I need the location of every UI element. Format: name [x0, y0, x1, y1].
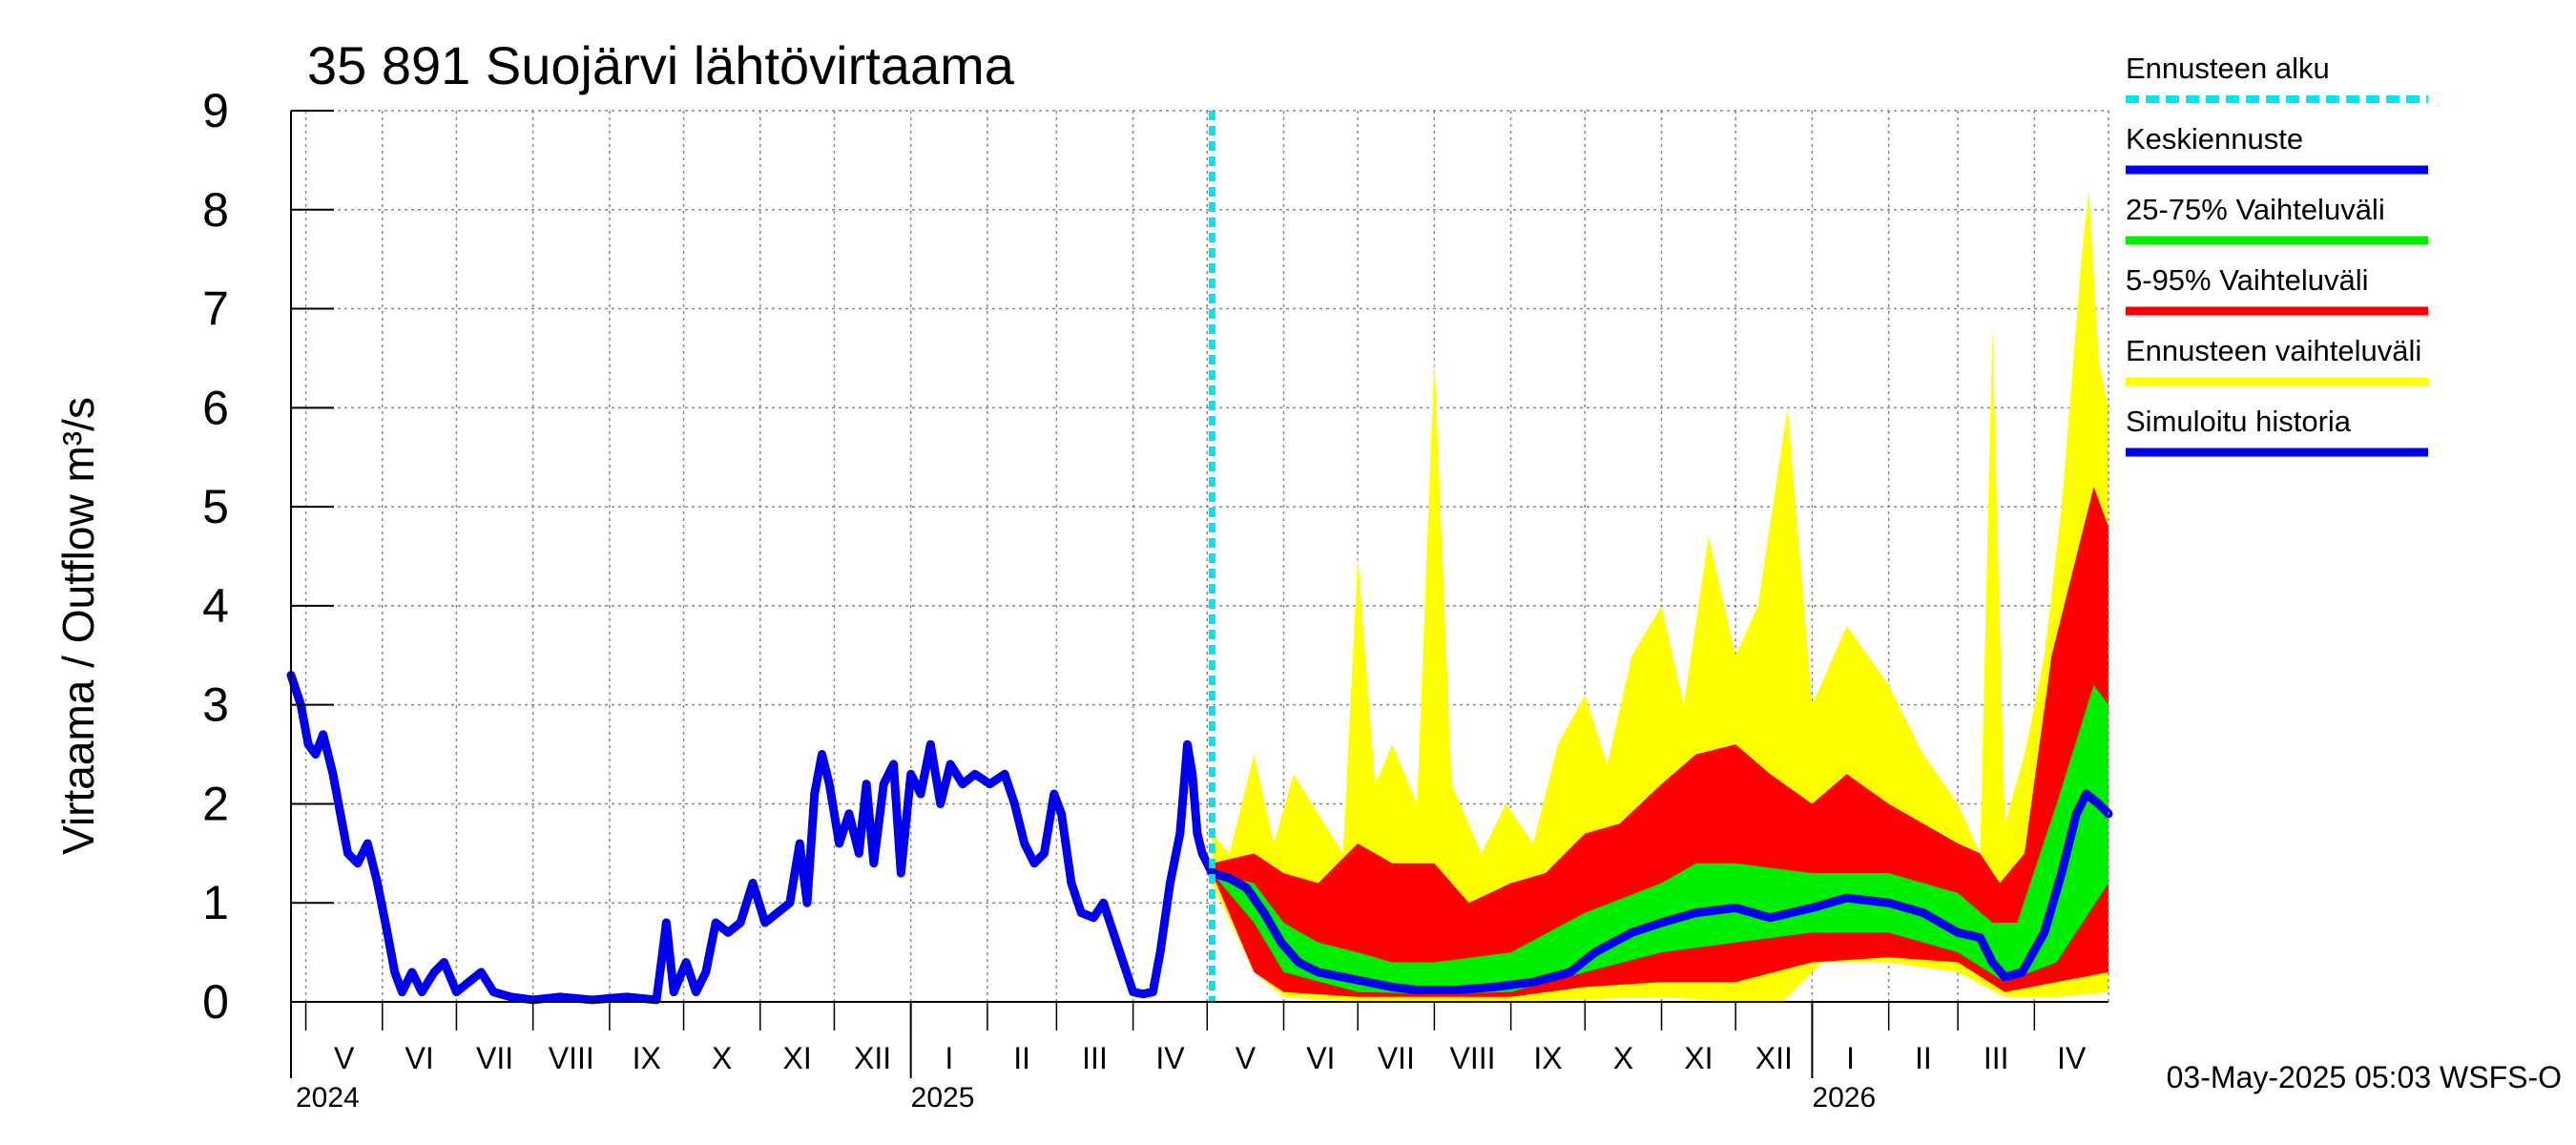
y-tick-label-2: 2	[202, 777, 229, 830]
y-axis-label: Virtaama / Outflow m³/s	[53, 397, 103, 855]
x-axis: V VI VII VIII IX X XI XII I II III IV V VI VII VIII IX X X…	[290, 1002, 2087, 1114]
forecast-range-area	[1212, 190, 2109, 1002]
month-label-6: XI	[782, 1041, 811, 1075]
plot-frame	[290, 110, 2109, 1003]
month-label-18: XI	[1684, 1041, 1713, 1075]
history-line	[286, 671, 1216, 1005]
month-label-9: II	[1013, 1041, 1030, 1075]
month-label-10: III	[1082, 1041, 1108, 1075]
y-tick-label-1: 1	[202, 876, 229, 929]
legend-label-1: Keskiennuste	[2126, 122, 2303, 156]
band-5-95	[1212, 487, 2109, 997]
legend-label-3: 5-95% Vaihteluväli	[2126, 263, 2368, 297]
month-label-15: VIII	[1450, 1041, 1496, 1075]
footer-timestamp: 03-May-2025 05:03 WSFS-O	[2167, 1060, 2562, 1094]
band-25-75	[1212, 684, 2109, 994]
chart-title: 35 891 Suojärvi lähtövirtaama	[307, 35, 1015, 95]
y-tick-label-3: 3	[202, 678, 229, 732]
month-label-7: XII	[854, 1041, 891, 1075]
year-label-2: 2026	[1812, 1082, 1876, 1114]
month-label-20: I	[1846, 1041, 1855, 1075]
y-tick-label-9: 9	[202, 84, 229, 137]
legend-label-2: 25-75% Vaihteluväli	[2126, 193, 2385, 226]
month-label-12: V	[1236, 1041, 1257, 1075]
legend: Ennusteen alku Keskiennuste 25-75% Vaihtel…	[2126, 52, 2428, 457]
month-label-11: IV	[1155, 1041, 1185, 1075]
band-25-75-area	[1212, 684, 2109, 994]
month-label-1: VI	[405, 1041, 433, 1075]
year-label-1: 2025	[911, 1082, 975, 1114]
year-label-0: 2024	[296, 1082, 360, 1114]
month-label-17: X	[1613, 1041, 1633, 1075]
month-label-5: X	[712, 1041, 732, 1075]
month-label-19: XII	[1755, 1041, 1793, 1075]
legend-label-4: Ennusteen vaihteluväli	[2126, 334, 2421, 367]
month-label-23: IV	[2057, 1041, 2087, 1075]
y-ticks: 0 1 2 3 4 5 6 7 8 9	[202, 84, 334, 1029]
month-label-0: V	[334, 1041, 355, 1075]
month-label-8: I	[945, 1041, 953, 1075]
y-tick-label-7: 7	[202, 282, 229, 336]
band-5-95-area	[1212, 487, 2109, 997]
month-label-4: IX	[633, 1041, 661, 1075]
legend-label-5: Simuloitu historia	[2126, 405, 2352, 438]
month-label-21: II	[1915, 1041, 1932, 1075]
forecast-range-band	[1212, 190, 2109, 1002]
y-tick-label-4: 4	[202, 579, 229, 633]
month-label-2: VII	[476, 1041, 513, 1075]
month-label-16: IX	[1533, 1041, 1562, 1075]
y-tick-label-6: 6	[202, 381, 229, 434]
legend-label-0: Ennusteen alku	[2126, 52, 2330, 85]
month-label-14: VII	[1378, 1041, 1415, 1075]
month-label-3: VIII	[549, 1041, 594, 1075]
y-tick-label-8: 8	[202, 183, 229, 237]
month-label-22: III	[1984, 1041, 2009, 1075]
y-tick-label-0: 0	[202, 975, 229, 1029]
y-tick-label-5: 5	[202, 480, 229, 533]
mean-forecast-line	[1207, 789, 2113, 995]
series-lines	[286, 671, 2113, 1005]
month-label-13: VI	[1306, 1041, 1335, 1075]
